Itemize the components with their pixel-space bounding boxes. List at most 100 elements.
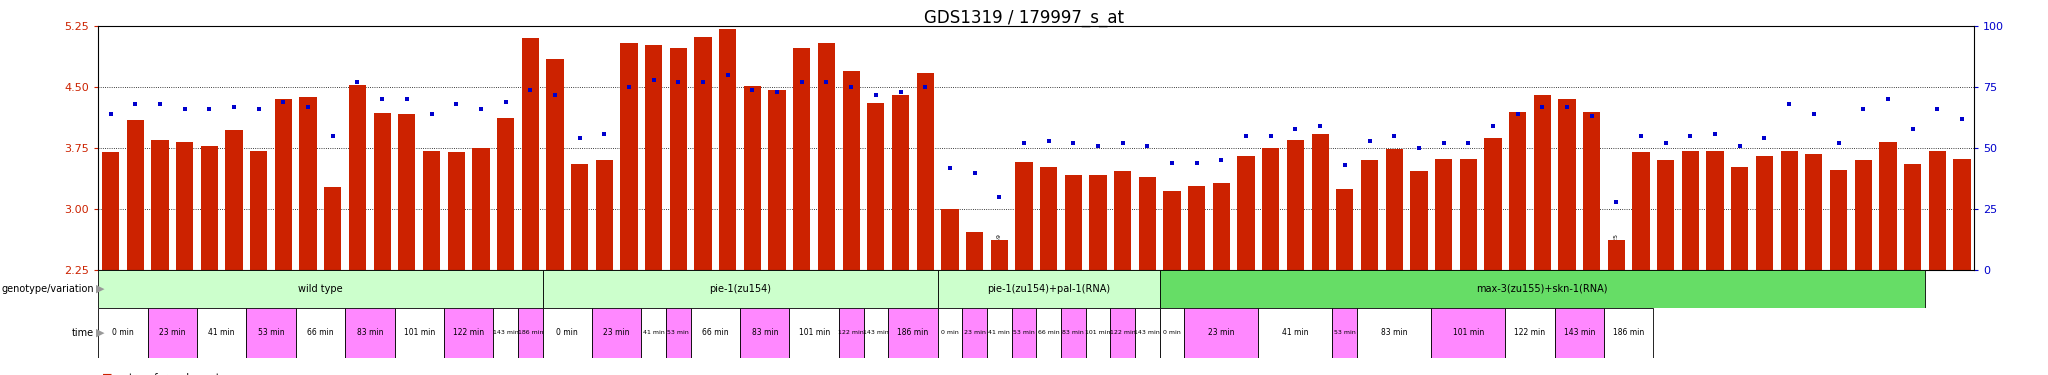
Bar (543, 270, 938, 308)
Bar (1681, 150, 1700, 270)
Bar (422, 150, 440, 270)
Point (1722, 143, 1755, 149)
Bar (395, 308, 444, 358)
Point (1106, 140, 1139, 146)
Bar (1485, 138, 1501, 270)
Text: 53 min: 53 min (1333, 330, 1356, 335)
Text: 83 min: 83 min (356, 328, 383, 338)
Text: 23 min: 23 min (160, 328, 186, 338)
Point (416, 111, 449, 117)
Point (934, 165, 967, 171)
Point (836, 84, 868, 90)
Point (119, 101, 152, 107)
Bar (1159, 270, 1925, 308)
Bar (1509, 111, 1526, 270)
Bar (1184, 308, 1257, 358)
Bar (788, 308, 840, 358)
Point (1526, 104, 1559, 110)
Text: 122 min: 122 min (838, 330, 864, 335)
Point (637, 77, 670, 83)
Text: 101 min: 101 min (1085, 330, 1110, 335)
Point (958, 170, 991, 176)
Bar (1604, 308, 1653, 358)
Bar (494, 308, 518, 358)
Point (1774, 101, 1806, 107)
Bar (1333, 308, 1358, 358)
Point (1649, 140, 1681, 146)
Point (1550, 104, 1583, 110)
Bar (1286, 140, 1305, 270)
Point (1698, 130, 1731, 136)
Point (1008, 140, 1040, 146)
Bar (1829, 170, 1847, 270)
Text: 0 min: 0 min (1163, 330, 1182, 335)
Text: ▶: ▶ (96, 284, 104, 294)
Bar (938, 270, 1159, 308)
Bar (864, 308, 889, 358)
Bar (522, 39, 539, 270)
Point (440, 101, 473, 107)
Point (539, 92, 571, 98)
Bar (1905, 164, 1921, 270)
Bar (346, 308, 395, 358)
Point (811, 79, 844, 85)
Point (1354, 138, 1386, 144)
Point (1477, 123, 1509, 129)
Point (1229, 133, 1262, 139)
Point (1921, 106, 1954, 112)
Text: pie-1(zu154)+pal-1(RNA): pie-1(zu154)+pal-1(RNA) (987, 284, 1110, 294)
Bar (641, 308, 666, 358)
Bar (891, 95, 909, 270)
Text: 83 min: 83 min (752, 328, 778, 338)
Point (242, 106, 274, 112)
Point (711, 72, 743, 78)
Point (342, 79, 375, 85)
Text: max-3(zu155)+skn-1(RNA): max-3(zu155)+skn-1(RNA) (1477, 284, 1608, 294)
Text: 143 min: 143 min (494, 330, 518, 335)
Text: 83 min: 83 min (1380, 328, 1407, 338)
Bar (1114, 171, 1130, 270)
Bar (1534, 95, 1550, 270)
Text: genotype/variation: genotype/variation (2, 284, 94, 294)
Bar (1090, 175, 1106, 270)
Text: 66 min: 66 min (1038, 330, 1059, 335)
Bar (670, 48, 686, 270)
Text: ■: ■ (102, 373, 113, 375)
Text: 101 min: 101 min (799, 328, 829, 338)
Bar (866, 104, 885, 270)
Point (1501, 111, 1534, 117)
Bar (1139, 177, 1155, 270)
Bar (719, 29, 737, 270)
Bar (768, 90, 786, 270)
Bar (889, 308, 938, 358)
Point (735, 87, 768, 93)
Bar (1554, 308, 1604, 358)
Point (1032, 138, 1065, 144)
Text: 186 min: 186 min (1614, 328, 1645, 338)
Point (168, 106, 201, 112)
Point (860, 92, 893, 98)
Bar (225, 130, 244, 270)
Bar (743, 86, 762, 270)
Bar (1036, 308, 1061, 358)
Text: 122 min: 122 min (453, 328, 483, 338)
Point (1155, 160, 1188, 166)
Point (686, 79, 719, 85)
Bar (299, 97, 317, 270)
Bar (397, 114, 416, 270)
Point (1204, 158, 1237, 164)
Bar (1163, 191, 1182, 270)
Point (94, 111, 127, 117)
Text: 122 min: 122 min (1513, 328, 1546, 338)
Point (1823, 140, 1855, 146)
Text: pie-1(zu154): pie-1(zu154) (709, 284, 772, 294)
Text: 23 min: 23 min (604, 328, 631, 338)
Point (1180, 160, 1212, 166)
Bar (348, 85, 367, 270)
Point (1575, 113, 1608, 119)
Bar (197, 308, 246, 358)
Text: 53 min: 53 min (668, 330, 690, 335)
Point (367, 96, 399, 102)
Point (909, 84, 942, 90)
Bar (295, 308, 346, 358)
